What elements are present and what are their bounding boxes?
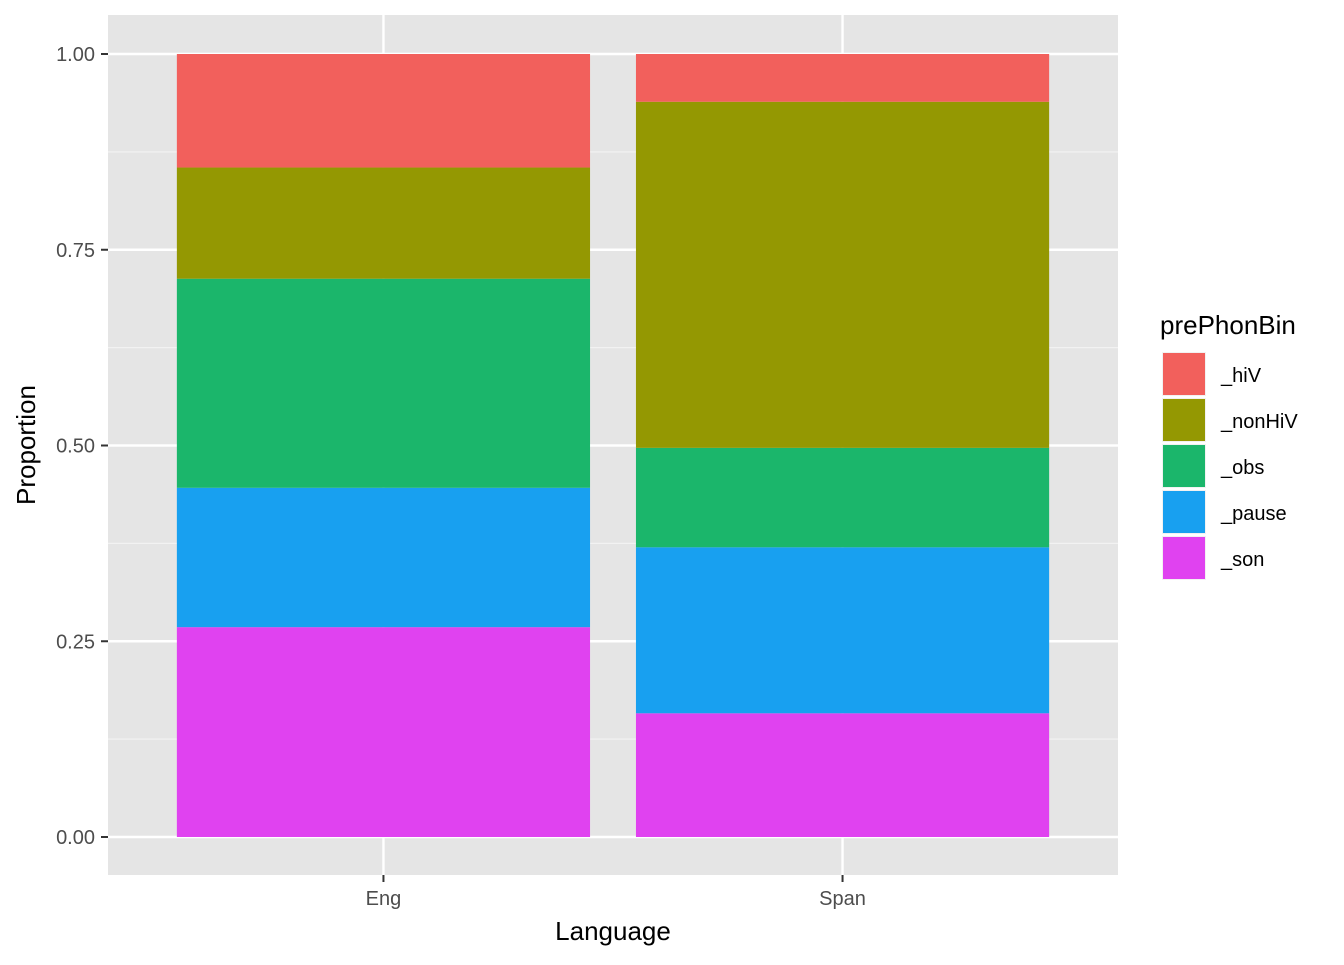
y-tick-label: 0.50: [56, 436, 95, 458]
legend-swatch: [1163, 445, 1205, 487]
x-tick-label: Span: [819, 888, 866, 910]
legend-swatch: [1163, 537, 1205, 579]
y-tick-label: 1.00: [56, 44, 95, 66]
bar-segment: [635, 101, 1050, 448]
bar-segment: [176, 167, 591, 279]
legend-label: _obs: [1220, 457, 1264, 479]
x-axis: Eng Span: [366, 875, 866, 910]
y-tick-label: 0.00: [56, 827, 95, 849]
y-tick-label: 0.75: [56, 240, 95, 262]
legend-label: _son: [1220, 549, 1264, 571]
y-tick-label: 0.25: [56, 631, 95, 653]
bar-segment: [635, 54, 1050, 102]
legend-label: _nonHiV: [1220, 411, 1298, 433]
bar-segment: [635, 547, 1050, 714]
x-axis-title: Language: [555, 916, 671, 946]
y-axis-title: Proportion: [11, 385, 41, 505]
x-tick-label: Eng: [366, 888, 402, 910]
y-axis: 0.00 0.25 0.50 0.75 1.00: [56, 44, 108, 849]
bar-segment: [176, 54, 591, 168]
bar-segment: [176, 487, 591, 628]
bar-segment: [176, 627, 591, 837]
legend-label: _hiV: [1220, 365, 1262, 387]
bar-segment: [176, 278, 591, 488]
legend: prePhonBin _hiV _nonHiV _obs _pause _son: [1160, 310, 1298, 580]
bars: [176, 54, 1050, 837]
legend-title: prePhonBin: [1160, 310, 1296, 340]
legend-swatch: [1163, 491, 1205, 533]
bar-segment: [635, 447, 1050, 548]
legend-swatch: [1163, 399, 1205, 441]
bar-segment: [635, 713, 1050, 837]
legend-label: _pause: [1220, 503, 1287, 525]
legend-swatch: [1163, 353, 1205, 395]
